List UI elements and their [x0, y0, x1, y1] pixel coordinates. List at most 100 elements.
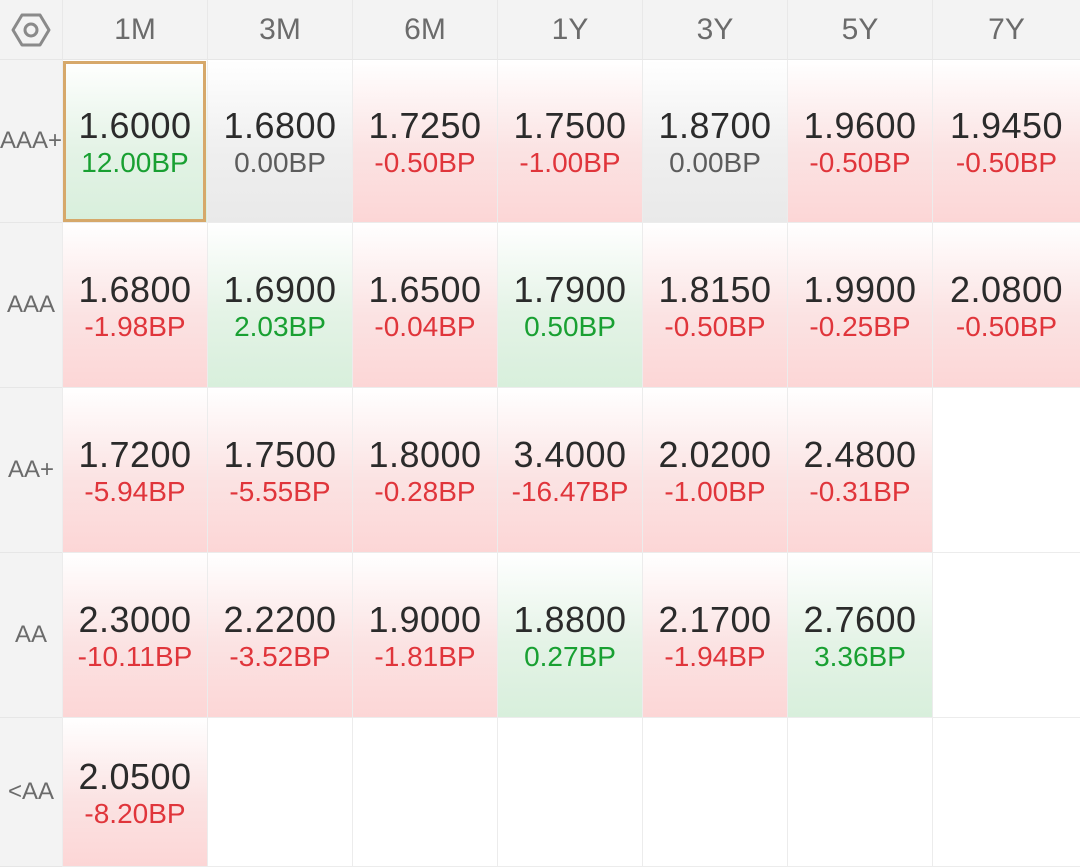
row-header-label: AAA	[6, 291, 56, 319]
empty-cell	[787, 718, 932, 867]
column-header-3m[interactable]: 3M	[207, 0, 352, 60]
yield-rate: 2.0800	[949, 269, 1064, 311]
yield-change: -1.81BP	[374, 641, 476, 673]
yield-cell[interactable]: 1.9000 -1.81BP	[352, 553, 497, 718]
yield-rate: 2.7600	[803, 599, 917, 641]
yield-rate: 3.4000	[513, 434, 627, 476]
yield-cell[interactable]: 2.0500 -8.20BP	[62, 718, 207, 867]
hexagon-settings-icon	[11, 13, 51, 46]
row-header-label: AA	[14, 621, 47, 649]
yield-cell[interactable]: 1.8000 -0.28BP	[352, 388, 497, 553]
yield-rate: 1.7500	[513, 105, 627, 147]
yield-change: 2.03BP	[234, 311, 326, 343]
yield-change: -0.50BP	[809, 147, 911, 179]
yield-cell[interactable]: 1.7900 0.50BP	[497, 223, 642, 388]
yield-change: -5.55BP	[229, 476, 331, 508]
column-header-6m[interactable]: 6M	[352, 0, 497, 60]
yield-cell[interactable]: 2.1700 -1.94BP	[642, 553, 787, 718]
row-header-label: <AA	[7, 778, 55, 806]
yield-cell[interactable]: 2.4800 -0.31BP	[787, 388, 932, 553]
row-header: AAA +	[0, 60, 62, 223]
column-header-3y[interactable]: 3Y	[642, 0, 787, 60]
yield-cell[interactable]: 1.8700 0.00BP	[642, 60, 787, 223]
yield-change: -1.00BP	[519, 147, 621, 179]
yield-rate: 1.7900	[513, 269, 627, 311]
yield-rate: 1.9900	[803, 269, 917, 311]
yield-change: -0.50BP	[664, 311, 766, 343]
empty-cell	[642, 718, 787, 867]
yield-rate: 1.6000	[78, 105, 192, 147]
column-header-1m[interactable]: 1M	[62, 0, 207, 60]
row-header-label: AAA	[0, 127, 49, 155]
yield-rate: 1.8800	[513, 599, 627, 641]
column-header-1y[interactable]: 1Y	[497, 0, 642, 60]
yield-rate: 1.7250	[368, 105, 482, 147]
row-header: AA	[0, 553, 62, 718]
empty-cell	[207, 718, 352, 867]
yield-rate: 1.6500	[368, 269, 482, 311]
yield-change: -0.04BP	[374, 311, 476, 343]
yield-rate: 1.6900	[223, 269, 337, 311]
yield-rate: 2.4800	[803, 434, 917, 476]
yield-cell[interactable]: 2.3000 -10.11BP	[62, 553, 207, 718]
yield-cell[interactable]: 1.7250 -0.50BP	[352, 60, 497, 223]
yield-rate: 2.0500	[78, 756, 192, 798]
yield-change: -0.31BP	[809, 476, 911, 508]
empty-cell	[932, 388, 1080, 553]
row-header-label: AA+	[7, 456, 55, 484]
yield-cell[interactable]: 1.7200 -5.94BP	[62, 388, 207, 553]
yield-cell[interactable]: 1.6800 0.00BP	[207, 60, 352, 223]
yield-rate: 2.3000	[78, 599, 192, 641]
column-header-7y[interactable]: 7Y	[932, 0, 1080, 60]
yield-rate: 1.8000	[368, 434, 482, 476]
row-header: AA+	[0, 388, 62, 553]
yield-cell[interactable]: 2.0200 -1.00BP	[642, 388, 787, 553]
yield-cell[interactable]: 1.6000 12.00BP	[62, 60, 207, 223]
yield-cell[interactable]: 2.7600 3.36BP	[787, 553, 932, 718]
yield-cell[interactable]: 1.8800 0.27BP	[497, 553, 642, 718]
yield-change: -16.47BP	[511, 476, 629, 508]
yield-cell[interactable]: 1.6800 -1.98BP	[62, 223, 207, 388]
yield-change: -5.94BP	[84, 476, 186, 508]
yield-rate: 1.7500	[223, 434, 337, 476]
yield-rate: 1.9450	[949, 105, 1064, 147]
yield-change: -1.94BP	[664, 641, 766, 673]
yield-cell[interactable]: 1.6500 -0.04BP	[352, 223, 497, 388]
yield-rate: 1.9600	[803, 105, 917, 147]
yield-cell[interactable]: 1.9900 -0.25BP	[787, 223, 932, 388]
yield-cell[interactable]: 1.6900 2.03BP	[207, 223, 352, 388]
empty-cell	[932, 718, 1080, 867]
yield-change: 0.50BP	[524, 311, 616, 343]
yield-change: -0.50BP	[955, 311, 1058, 343]
yield-rate: 1.6800	[78, 269, 192, 311]
yield-cell[interactable]: 1.8150 -0.50BP	[642, 223, 787, 388]
yield-cell[interactable]: 1.9600 -0.50BP	[787, 60, 932, 223]
yield-change: -1.98BP	[84, 311, 186, 343]
yield-rate: 1.8700	[658, 105, 772, 147]
yield-cell[interactable]: 1.7500 -1.00BP	[497, 60, 642, 223]
yield-rate: 2.2200	[223, 599, 337, 641]
yield-cell[interactable]: 1.9450 -0.50BP	[932, 60, 1080, 223]
yield-change: 0.00BP	[234, 147, 326, 179]
yield-change: -10.11BP	[77, 641, 193, 673]
row-header-label-suffix: +	[48, 127, 63, 155]
row-header: AAA	[0, 223, 62, 388]
column-header-5y[interactable]: 5Y	[787, 0, 932, 60]
yield-change: -0.50BP	[374, 147, 476, 179]
yield-rate: 2.1700	[658, 599, 772, 641]
yield-cell[interactable]: 2.0800 -0.50BP	[932, 223, 1080, 388]
yield-change: 0.27BP	[524, 641, 616, 673]
yield-change: 0.00BP	[669, 147, 761, 179]
yield-rate: 1.9000	[368, 599, 482, 641]
yield-cell[interactable]: 3.4000 -16.47BP	[497, 388, 642, 553]
settings-button[interactable]	[0, 0, 62, 60]
yield-cell[interactable]: 2.2200 -3.52BP	[207, 553, 352, 718]
yield-rate: 1.8150	[658, 269, 772, 311]
yield-change: -3.52BP	[229, 641, 331, 673]
yield-cell[interactable]: 1.7500 -5.55BP	[207, 388, 352, 553]
yield-rate: 1.6800	[223, 105, 337, 147]
empty-cell	[497, 718, 642, 867]
yield-change: 12.00BP	[81, 147, 189, 179]
yield-rate: 2.0200	[658, 434, 772, 476]
